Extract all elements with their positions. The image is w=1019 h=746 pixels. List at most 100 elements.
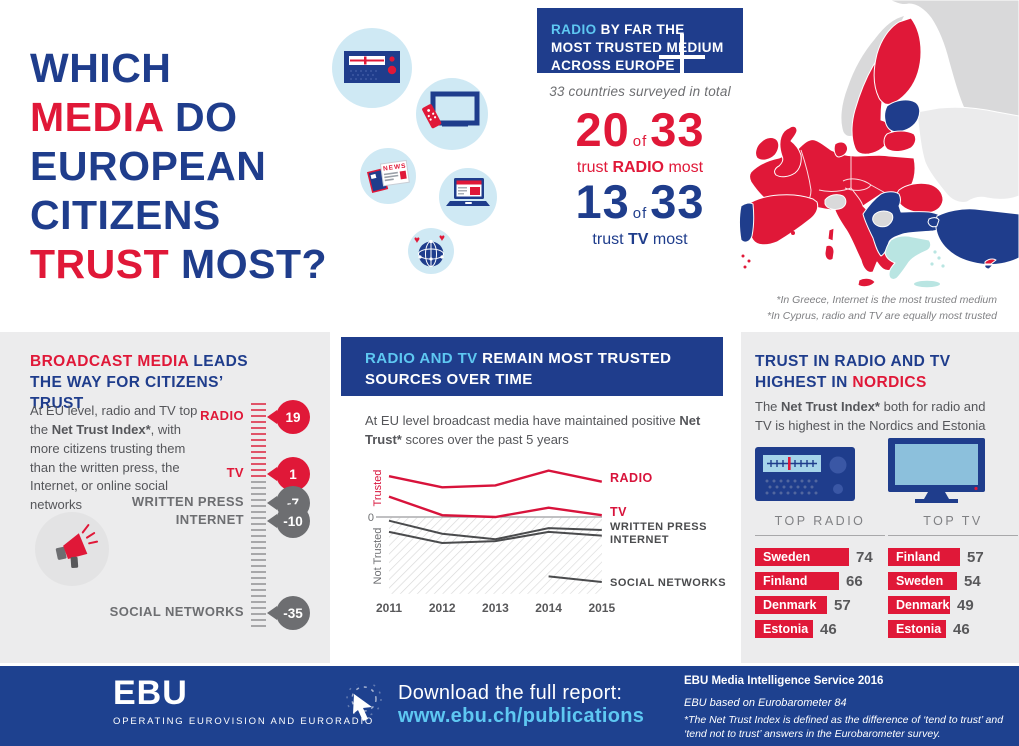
list-item: Estonia 46 xyxy=(755,620,885,638)
map-region-lithuania xyxy=(883,130,917,152)
series-line-tv xyxy=(388,495,602,519)
country-bar-denmark: Denmark xyxy=(888,596,950,614)
banner-highlight: RADIO xyxy=(551,22,597,37)
country-value: 46 xyxy=(820,620,837,638)
title-segment: CITIZENS xyxy=(30,192,221,238)
title-line-3: EUROPEAN xyxy=(30,142,330,191)
laptop-icon xyxy=(446,178,490,206)
series-label-social-networks: SOCIAL NETWORKS xyxy=(610,577,726,589)
globe-network-icon: ♥ ♥ xyxy=(414,233,445,267)
nordic-radio-icon xyxy=(755,447,855,501)
map-country-borders xyxy=(800,149,890,207)
map-region-denmark xyxy=(833,141,848,158)
top-tv-title: TOP TV xyxy=(923,514,983,528)
country-value: 54 xyxy=(964,572,981,590)
nordics-body: The Net Trust Index* both for radio and … xyxy=(755,399,986,433)
scale-label-internet: INTERNET xyxy=(175,512,244,527)
footer-note: *The Net Trust Index is defined as the d… xyxy=(684,714,1004,740)
scale-badge-social-networks: -35 xyxy=(267,596,310,630)
cursor-click-icon xyxy=(346,684,382,721)
svg-text:♥: ♥ xyxy=(414,235,420,246)
badge-pointer xyxy=(267,467,277,481)
map-region-ireland xyxy=(755,137,780,161)
footer-source: EBU based on Eurobarometer 84 xyxy=(684,696,847,709)
radio-bubble xyxy=(332,28,412,108)
badge-pointer xyxy=(267,410,277,424)
scale-label-radio: RADIO xyxy=(200,408,244,423)
x-tick-2015: 2015 xyxy=(588,601,615,615)
country-value: 46 xyxy=(953,620,970,638)
newspaper-icon: NEWS xyxy=(366,159,410,194)
top-tv-rule xyxy=(888,535,1018,536)
map-region-sicily xyxy=(857,277,876,288)
svg-text:NEWS: NEWS xyxy=(383,162,407,172)
tv-icon xyxy=(422,91,480,129)
stat-tv-numbers: 13 of33 xyxy=(575,175,705,228)
country-bar-estonia: Estonia xyxy=(888,620,946,638)
list-item: Estonia 46 xyxy=(888,620,1018,638)
stat-tv-caption: trust TV most xyxy=(592,231,688,248)
title-segment: WHICH xyxy=(30,45,172,91)
scale-label-tv: TV xyxy=(226,465,244,480)
country-bar-finland: Finland xyxy=(888,548,960,566)
download-link[interactable]: www.ebu.ch/publications xyxy=(398,705,645,727)
map-atlantic-islands xyxy=(741,231,795,269)
title-segment: MOST? xyxy=(169,241,328,287)
panel-nordics: TRUST IN RADIO AND TV HIGHEST IN NORDICS… xyxy=(741,332,1019,663)
badge-pointer xyxy=(267,606,277,620)
title-line-4: CITIZENS xyxy=(30,191,330,240)
country-value: 57 xyxy=(967,548,984,566)
series-line-internet xyxy=(388,530,602,545)
survey-subtitle: 33 countries surveyed in total xyxy=(549,84,731,99)
broadcast-heading: BROADCAST MEDIA LEADS THE WAY FOR CITIZE… xyxy=(30,353,248,412)
download-block: Download the full report: www.ebu.ch/pub… xyxy=(398,682,644,728)
map-region-spain xyxy=(742,194,819,246)
map-greek-islands xyxy=(914,250,945,288)
x-tick-2011: 2011 xyxy=(376,601,402,615)
title-segment: EUROPEAN xyxy=(30,143,267,189)
chart-y-labels: 0 Trusted Not Trusted xyxy=(368,470,384,585)
x-tick-2013: 2013 xyxy=(482,601,509,615)
title-line-5: TRUST MOST? xyxy=(30,240,330,289)
country-value: 49 xyxy=(957,596,974,614)
page-title: WHICH MEDIA DO EUROPEAN CITIZENS TRUST MOST? xyxy=(30,44,330,289)
scale-badge-internet: -10 xyxy=(267,504,310,538)
chart-heading: RADIO AND TV REMAIN MOST TRUSTED SOURCES… xyxy=(341,337,723,396)
list-item: Sweden 54 xyxy=(888,572,1018,590)
scale-label-written-press: WRITTEN PRESS xyxy=(131,494,244,509)
megaphone-icon xyxy=(55,524,98,568)
map-region-sardinia xyxy=(824,244,835,261)
series-label-tv: TV xyxy=(610,505,627,519)
list-item: Finland 57 xyxy=(888,548,1018,566)
svg-text:♥: ♥ xyxy=(439,233,445,244)
map-region-corsica xyxy=(827,227,835,242)
country-value: 66 xyxy=(846,572,863,590)
zero-label: 0 xyxy=(368,512,374,524)
top-tv-list: TOP TV Finland 57 Sweden 54 Denmark 49 Estonia… xyxy=(888,514,1018,644)
top-radio-title: TOP RADIO xyxy=(774,514,866,528)
ebu-brand: EBU xyxy=(113,674,188,712)
internet-bubble xyxy=(439,168,497,226)
title-line-1: WHICH xyxy=(30,44,330,93)
stat-radio: 20 of33 trust RADIO most xyxy=(530,102,750,177)
map-footnote-greece: *In Greece, Internet is the most trusted… xyxy=(776,294,997,306)
title-segment: DO xyxy=(163,94,238,140)
map-footnotes: *In Greece, Internet is the most trusted… xyxy=(767,292,997,325)
map-region-cyprus-south xyxy=(984,264,994,270)
list-item: Finland 66 xyxy=(755,572,885,590)
map-region-cyprus-north xyxy=(984,258,997,265)
europe-trust-map xyxy=(739,0,1019,288)
map-region-balkans xyxy=(862,191,946,257)
x-tick-2014: 2014 xyxy=(535,601,562,615)
not-trusted-axis-label: Not Trusted xyxy=(372,528,384,585)
not-trusted-region xyxy=(389,517,602,594)
ruler-negative-ticks xyxy=(251,481,266,627)
country-bar-sweden: Sweden xyxy=(755,548,849,566)
chart-series-lines xyxy=(388,469,603,583)
map-region-romania xyxy=(896,182,944,214)
series-line-written-press xyxy=(388,519,602,541)
footer: EBU OPERATING EUROVISION AND EURORADIO D… xyxy=(0,666,1019,746)
scale-badge-tv: 1 xyxy=(267,457,310,491)
map-region-uk xyxy=(774,125,802,178)
